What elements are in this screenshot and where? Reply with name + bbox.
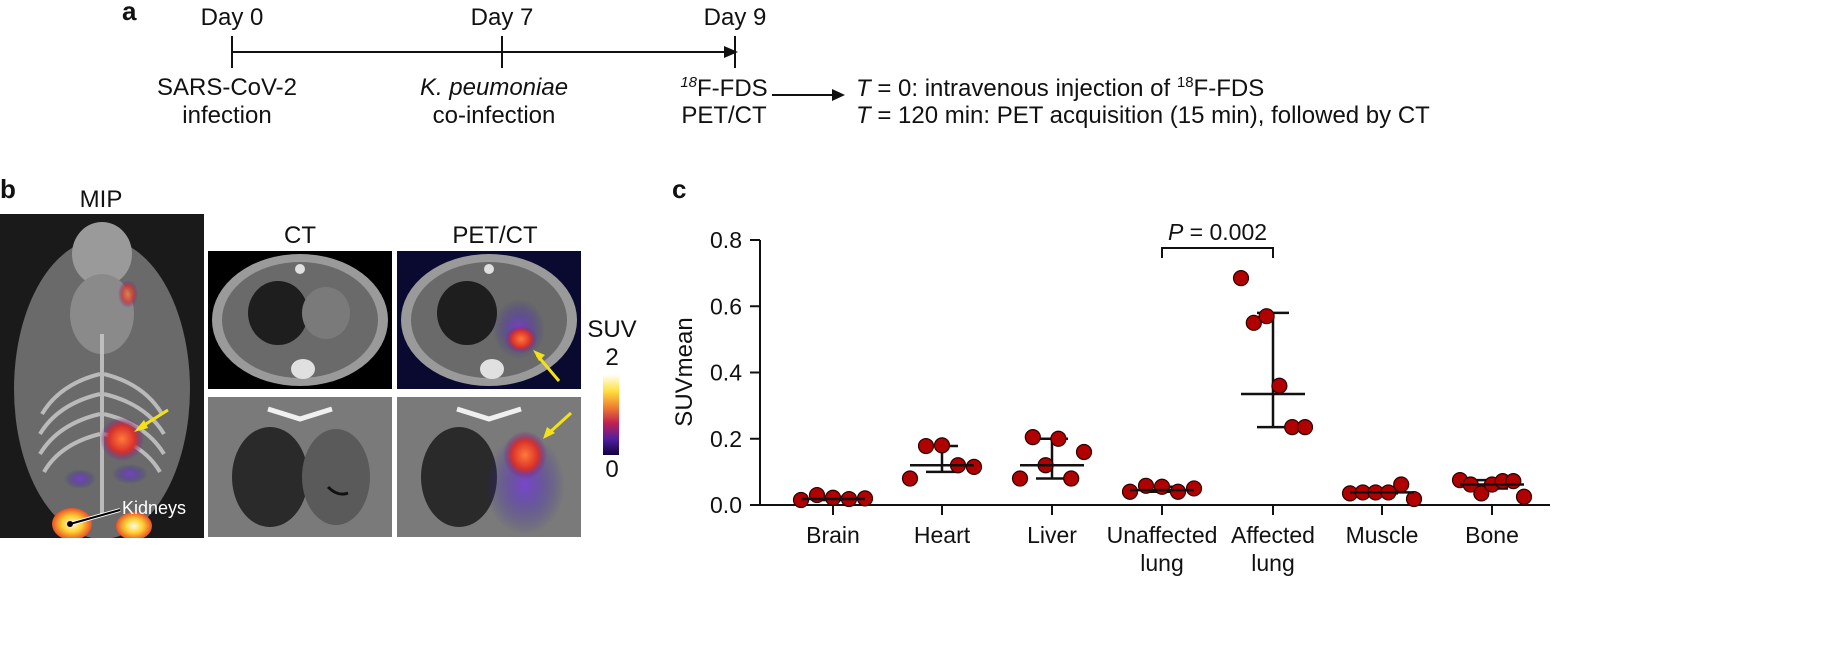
x-tick-label: lung — [1140, 550, 1183, 576]
data-point — [1169, 483, 1187, 500]
data-point — [808, 486, 826, 504]
mip-image — [0, 214, 204, 538]
data-point — [1232, 269, 1250, 287]
protocol-line1: T = 0: intravenous injection of 18F-FDS — [856, 74, 1264, 103]
y-tick-label: 0.8 — [710, 227, 742, 253]
x-tick-label: Liver — [1027, 522, 1077, 548]
data-point — [1405, 490, 1423, 508]
day9-event-line1: 18F-FDS — [644, 74, 804, 103]
y-tick-label: 0.6 — [710, 293, 742, 319]
day7-label: Day 7 — [470, 4, 534, 31]
protocol-line1-suffix: F-FDS — [1193, 75, 1265, 102]
petct-axial-image — [397, 251, 581, 389]
protocol-t1: T — [856, 75, 871, 102]
colorbar-max: 2 — [605, 344, 619, 371]
y-tick-label: 0.4 — [710, 360, 742, 386]
y-axis-label: SUVmean — [671, 317, 698, 426]
day9-tracer: F-FDS — [697, 75, 768, 102]
data-point — [917, 437, 935, 455]
p-value-label: P = 0.002 — [1168, 219, 1267, 245]
x-tick-label: Brain — [806, 522, 860, 548]
data-point — [1063, 470, 1080, 487]
timeline-arrowhead — [724, 46, 738, 58]
colorbar-title: SUV — [587, 316, 637, 343]
ct-axial-image — [208, 251, 392, 389]
protocol-line1-text: = 0: intravenous injection of — [870, 75, 1177, 102]
kidneys-label: Kidneys — [122, 498, 187, 518]
x-tick-label: Muscle — [1346, 522, 1419, 548]
petct-axial-arrow — [535, 354, 561, 382]
data-point — [824, 489, 842, 506]
ct-title: CT — [284, 222, 316, 249]
data-point — [1153, 478, 1171, 495]
petct-coronal-arrow — [547, 411, 573, 435]
day9-isotope-sup: 18 — [680, 74, 698, 91]
day0-label: Day 0 — [200, 4, 264, 31]
significance-bracket — [1161, 247, 1274, 258]
x-tick-label: Affected — [1231, 522, 1315, 548]
colorbar — [603, 375, 619, 455]
data-point — [965, 458, 983, 476]
data-point — [1024, 428, 1041, 446]
data-point — [1258, 308, 1275, 325]
day0-event-line2: infection — [182, 102, 272, 129]
panel-b-letter: b — [0, 174, 16, 204]
y-tick-label: 0.0 — [710, 492, 742, 518]
panel-a-letter: a — [122, 0, 137, 26]
data-point — [1296, 419, 1314, 436]
data-point — [1473, 485, 1490, 502]
petct-title: PET/CT — [452, 222, 538, 249]
x-tick-label: Unaffected — [1107, 522, 1218, 548]
panel-c-letter: c — [672, 174, 687, 204]
y-tick-label: 0.2 — [710, 426, 742, 452]
day9-event-line2: PET/CT — [681, 102, 767, 129]
x-tick-label: Bone — [1465, 522, 1519, 548]
timeline-diagram — [231, 36, 845, 101]
protocol-line2-text: = 120 min: PET acquisition (15 min), fol… — [870, 102, 1430, 129]
data-point — [1515, 488, 1533, 505]
petct-coronal-image — [397, 397, 581, 537]
mip-title: MIP — [79, 186, 123, 213]
x-tick-label: lung — [1251, 550, 1294, 576]
day7-event-line2: co-infection — [432, 102, 556, 129]
protocol-line1-sup: 18 — [1176, 74, 1194, 91]
data-point — [901, 470, 919, 487]
data-point — [933, 437, 951, 454]
data-point — [1393, 476, 1410, 493]
protocol-line2: T = 120 min: PET acquisition (15 min), f… — [856, 102, 1430, 130]
colorbar-min: 0 — [605, 456, 619, 483]
data-point — [1121, 483, 1139, 500]
data-point — [1271, 377, 1288, 394]
data-point — [1050, 430, 1067, 447]
data-point — [1505, 473, 1522, 490]
data-point — [1185, 480, 1203, 497]
data-point — [1011, 470, 1029, 487]
day9-label: Day 9 — [703, 4, 767, 31]
data-point — [1075, 443, 1093, 461]
protocol-t2: T — [856, 102, 871, 129]
data-point — [1245, 314, 1262, 331]
day0-event-line1: SARS-CoV-2 — [156, 74, 298, 101]
day7-event-line1: K. peumoniae — [419, 74, 569, 101]
protocol-arrowhead — [832, 89, 845, 101]
x-tick-label: Heart — [914, 522, 971, 548]
ct-coronal-image — [208, 397, 392, 537]
